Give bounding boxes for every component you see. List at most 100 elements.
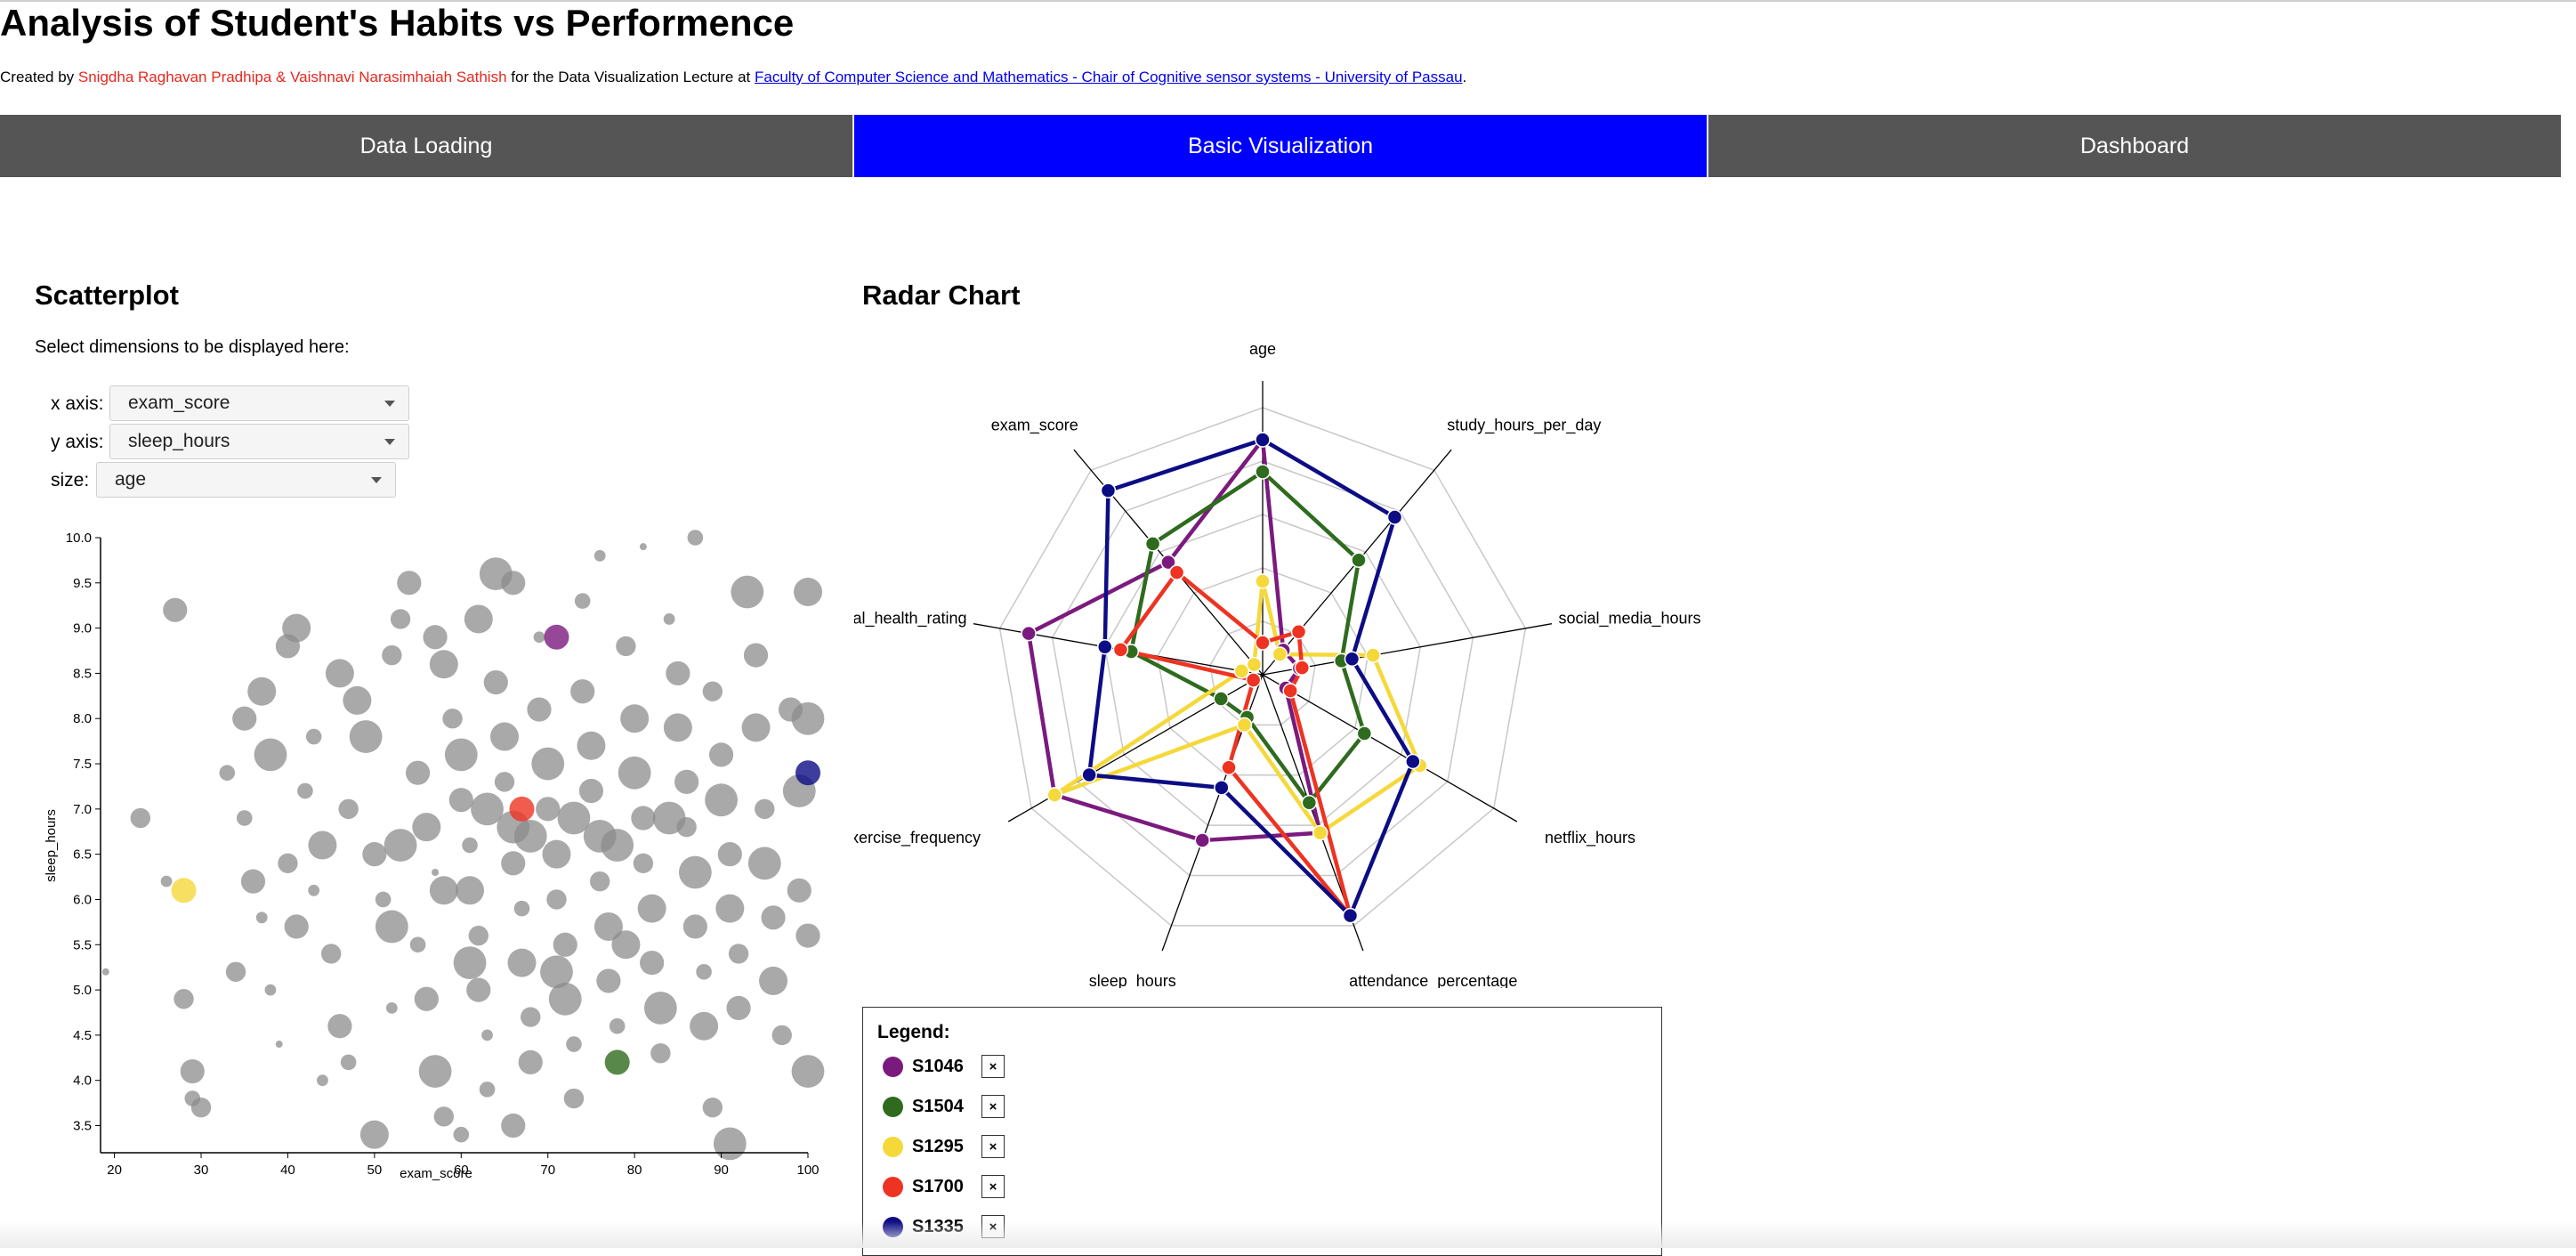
radar-axis-label: sleep_hours: [1089, 972, 1176, 988]
highlighted-point-S1046: [544, 624, 569, 650]
tab-basic-visualization[interactable]: Basic Visualization: [852, 115, 1707, 177]
radar-point-S1295: [1255, 573, 1271, 589]
scatter-point: [429, 876, 458, 905]
radar-axis-label: mental_health_rating: [854, 609, 967, 628]
scatter-point: [232, 706, 257, 731]
scatter-point: [320, 944, 342, 964]
scatter-point: [163, 597, 188, 622]
radar-point-S1335: [1405, 753, 1421, 770]
radar-point-S1504: [1301, 795, 1318, 811]
radar-chart[interactable]: age study_hours_per_day social_media_hours…: [854, 320, 1708, 988]
y-tick-label: 8.5: [73, 666, 92, 681]
scatter-point: [578, 778, 604, 804]
radar-point-S1295: [1236, 717, 1253, 733]
radar-grid-ring: [998, 407, 1527, 927]
remove-student-button[interactable]: ×: [981, 1175, 1005, 1198]
scatter-point: [255, 912, 268, 924]
institution-link[interactable]: Faculty of Computer Science and Mathemat…: [755, 69, 1463, 85]
scatter-point: [533, 631, 545, 644]
scatter-point: [423, 625, 448, 650]
radar-point-S1295: [1246, 656, 1263, 673]
scatter-point: [794, 577, 822, 606]
y-tick-label: 5.5: [73, 937, 92, 952]
scatter-point: [349, 720, 383, 753]
scatter-point: [609, 1017, 626, 1034]
radar-point-S1504: [1351, 552, 1367, 569]
credits-prefix: Created by: [0, 69, 78, 85]
scatter-point: [494, 772, 515, 792]
scatter-point: [589, 871, 610, 892]
scatter-point: [247, 677, 277, 706]
x-tick-label: 60: [454, 1163, 469, 1178]
scatter-point: [682, 914, 707, 939]
scatter-point: [728, 944, 749, 964]
scatter-point: [456, 876, 485, 905]
legend-student-id: S1295: [912, 1136, 964, 1156]
scatter-point: [284, 914, 309, 939]
scatter-point: [481, 1029, 493, 1041]
scatter-point: [666, 660, 690, 686]
y-axis-select[interactable]: sleep_hours: [109, 424, 409, 459]
scatter-point: [702, 681, 723, 701]
remove-student-button[interactable]: ×: [981, 1215, 1005, 1238]
remove-student-button[interactable]: ×: [981, 1135, 1005, 1158]
radar-point-S1700: [1168, 564, 1185, 580]
size-select[interactable]: age: [96, 462, 396, 498]
chevron-down-icon: [384, 401, 395, 407]
x-axis-select[interactable]: exam_score: [109, 385, 409, 421]
scatter-point: [282, 613, 311, 643]
scatterplot-chart[interactable]: 3.5 4.0 4.5 5.0 5.5 6.0 6.5 7.0 7.5 8.0 8.5 9.0 9.5 1…: [0, 516, 836, 1193]
legend-color-dot: [883, 1216, 903, 1237]
scatter-point: [557, 801, 591, 835]
scatter-point: [275, 1041, 283, 1049]
scatter-point: [382, 644, 402, 666]
radar-point-S1335: [1081, 766, 1097, 783]
x-tick-label: 90: [714, 1163, 729, 1178]
scatter-point: [390, 609, 411, 629]
radar-point-S1335: [1096, 638, 1113, 655]
dimension-hint: Select dimensions to be displayed here:: [35, 337, 350, 357]
scatter-point: [513, 900, 530, 917]
y-tick-label: 6.0: [73, 892, 92, 907]
scatter-point: [521, 1007, 541, 1027]
legend-student-id: S1335: [912, 1216, 964, 1236]
x-axis-selected-value: exam_score: [128, 393, 230, 413]
scatter-point: [490, 722, 520, 751]
highlighted-point-S1295: [171, 878, 197, 904]
scatter-point: [708, 742, 734, 767]
scatter-point: [362, 842, 387, 867]
scatter-point: [696, 963, 712, 980]
scatter-point: [483, 669, 508, 695]
credits-middle: for the Data Visualization Lecture at: [506, 69, 755, 85]
scatter-point: [405, 760, 431, 785]
radar-legend: Legend: S1046 × S1504 × S1295 × S1700 × …: [862, 1007, 1662, 1256]
tab-dashboard[interactable]: Dashboard: [1707, 115, 2561, 177]
scatter-point: [501, 571, 526, 596]
remove-student-button[interactable]: ×: [981, 1095, 1005, 1118]
scatter-point: [563, 1088, 585, 1109]
scatter-point: [650, 1043, 671, 1064]
size-selected-value: age: [115, 469, 147, 490]
x-axis-title: exam_score: [400, 1166, 472, 1181]
remove-student-button[interactable]: ×: [981, 1055, 1005, 1078]
radar-point-S1700: [1290, 623, 1307, 640]
x-tick-label: 80: [627, 1163, 642, 1178]
scatter-point: [409, 936, 426, 953]
radar-grid-ring: [1103, 514, 1422, 826]
radar-axis-label: study_hours_per_day: [1447, 417, 1601, 435]
radar-chart-heading: Radar Chart: [862, 280, 1021, 311]
scatter-point: [743, 643, 769, 668]
legend-color-dot: [883, 1096, 903, 1117]
scatter-point: [663, 613, 675, 625]
y-axis-label: y axis:: [51, 432, 104, 452]
x-axis-label: x axis:: [51, 393, 104, 414]
radar-point-S1700: [1282, 683, 1298, 699]
scatter-point: [453, 1126, 470, 1143]
tab-data-loading[interactable]: Data Loading: [0, 115, 852, 177]
scatter-point: [741, 713, 771, 742]
scatter-point: [618, 756, 651, 790]
legend-title: Legend:: [877, 1022, 950, 1042]
scatter-point: [317, 1074, 328, 1087]
y-tick-label: 9.5: [73, 576, 92, 591]
scatter-point: [548, 982, 582, 1016]
